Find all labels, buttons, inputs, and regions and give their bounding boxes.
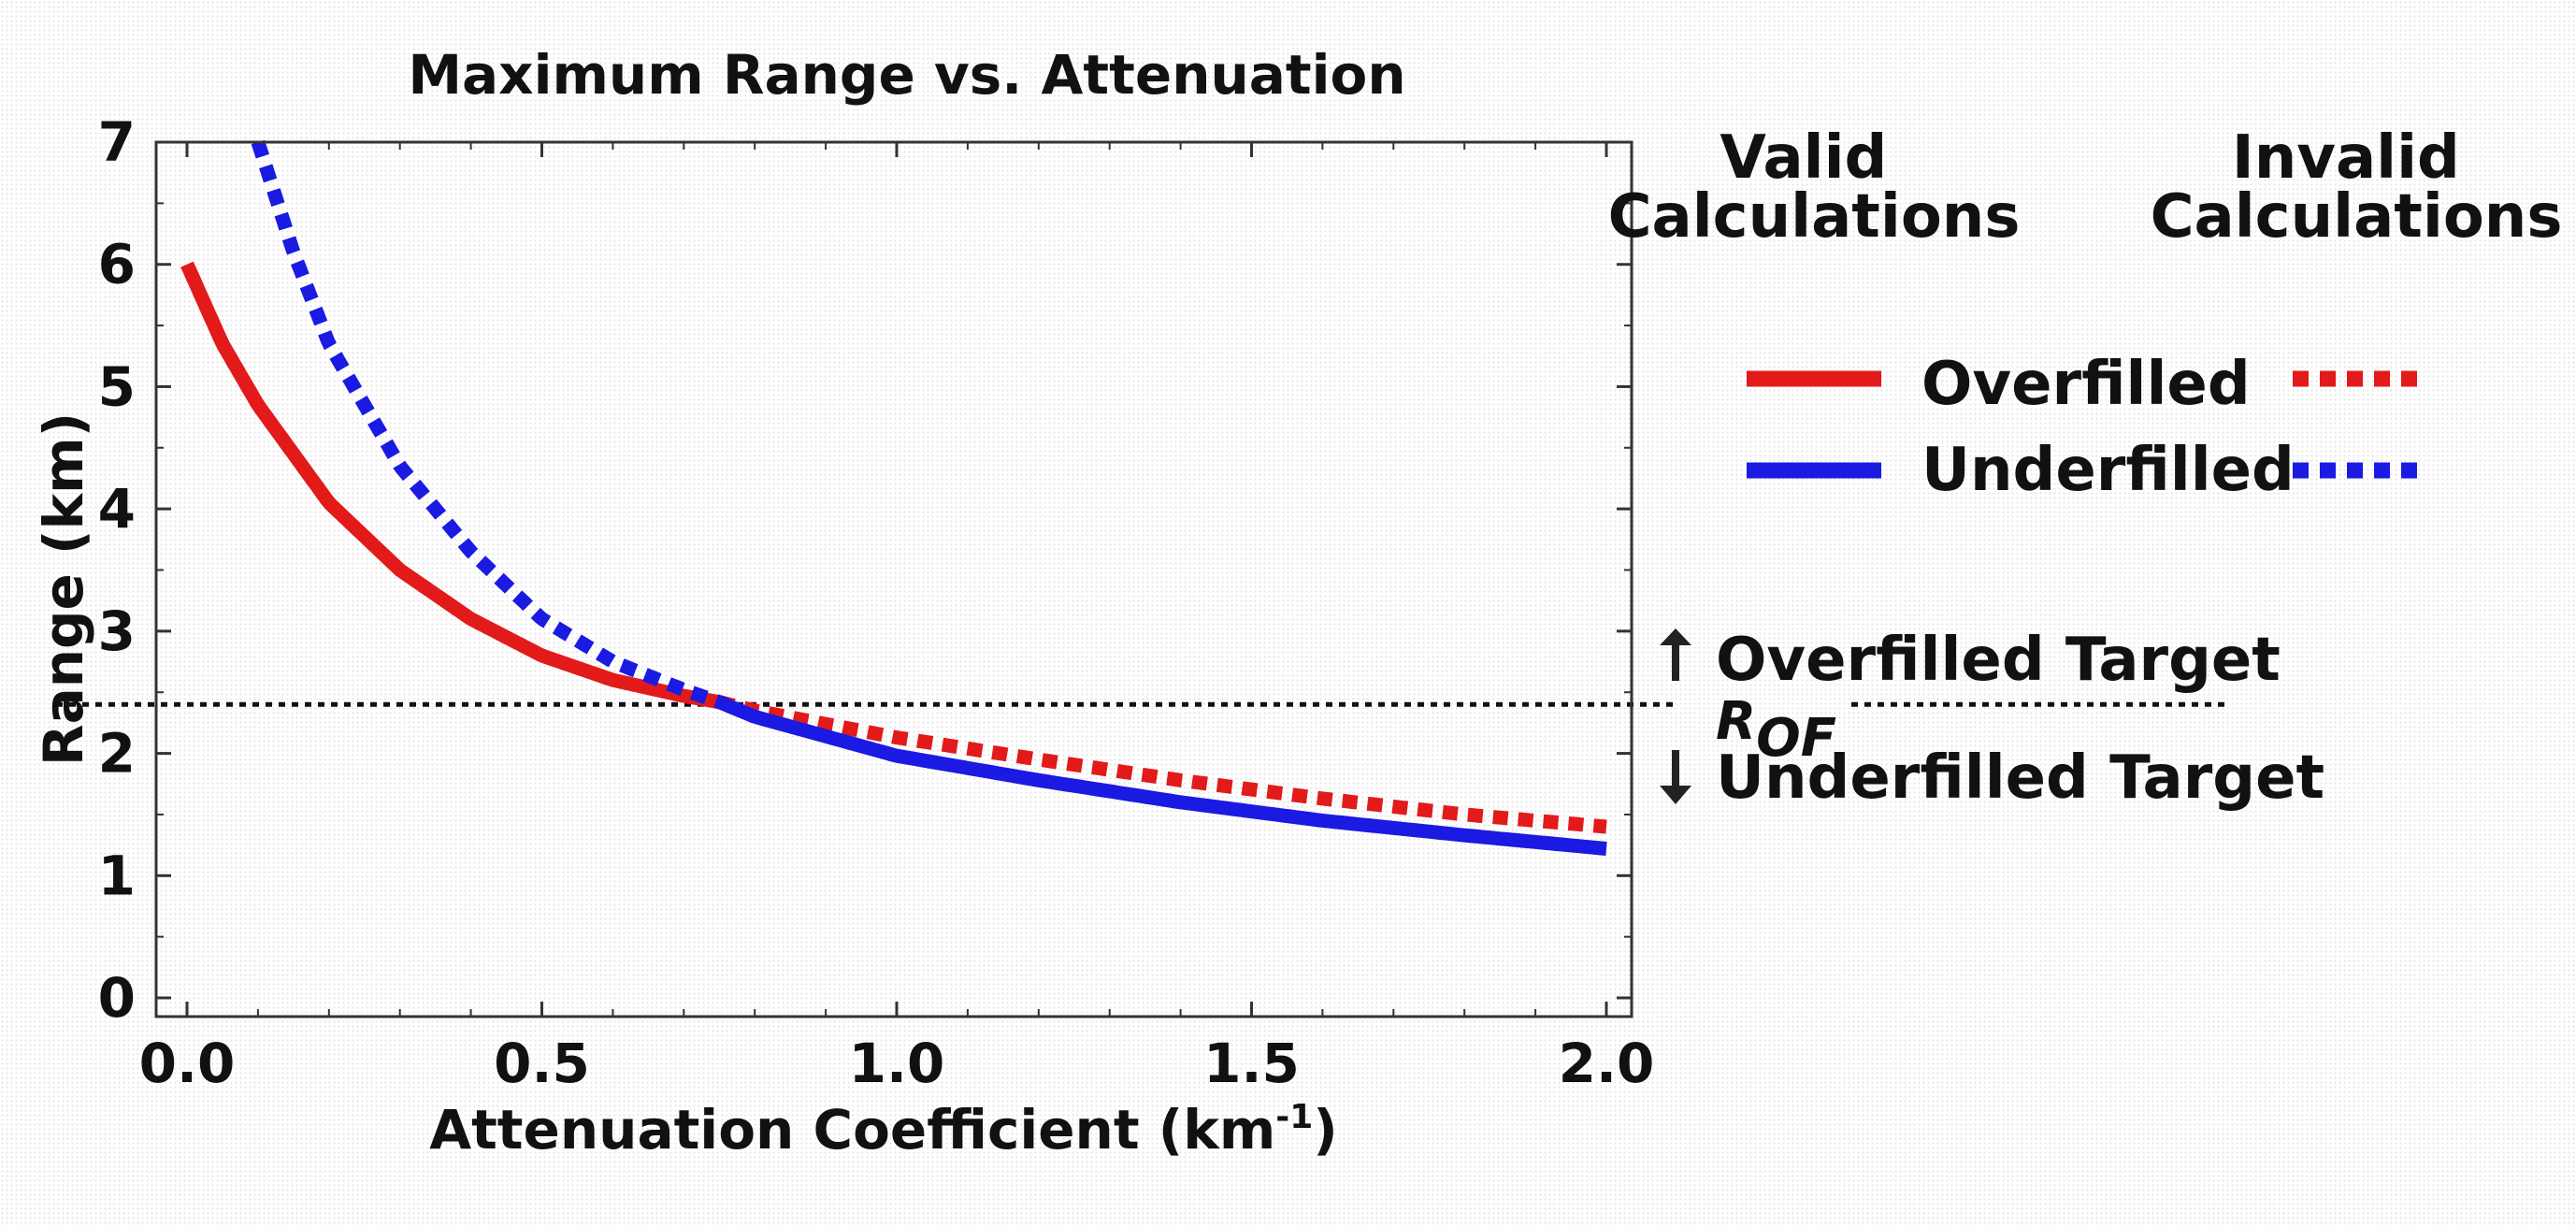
legend-invalid-header-line2: Calculations <box>2151 182 2563 252</box>
y-tick-label: 1 <box>98 844 136 907</box>
y-tick-label: 4 <box>98 477 136 541</box>
legend-underfilled-label: Underfilled <box>1921 436 2295 505</box>
region-annotations: Overfilled Target ROF Underfilled Target <box>1660 626 2324 813</box>
legend-invalid-header-line1: Invalid <box>2232 123 2460 193</box>
y-axis-label: Range (km) <box>32 412 95 766</box>
underfilled-valid-line <box>716 695 1607 856</box>
y-tick-label: 5 <box>98 354 136 418</box>
underfilled-target-annotation: Underfilled Target <box>1716 743 2324 813</box>
y-tick-label: 2 <box>98 722 136 786</box>
chart-title: Maximum Range vs. Attenuation <box>408 43 1405 107</box>
legend-valid-header: Valid Calculations <box>1608 123 2021 252</box>
reference-line-label-subscript: OF <box>1756 708 1836 769</box>
legend: Valid Calculations Invalid Calculations … <box>1608 123 2563 505</box>
overfilled-invalid-line <box>717 695 1607 834</box>
overfilled-valid-line <box>180 261 721 710</box>
y-tick-label: 0 <box>98 966 136 1030</box>
legend-valid-header-line1: Valid <box>1720 123 1887 193</box>
underfilled-invalid-line <box>251 139 722 709</box>
y-tick-label: 7 <box>98 110 136 174</box>
x-tick-label: 0.0 <box>139 1032 236 1095</box>
reference-line-label: ROF <box>1716 691 1836 769</box>
x-axis-label: Attenuation Coefficient (km-1) <box>429 1098 1338 1162</box>
x-tick-label: 2.0 <box>1559 1032 1655 1095</box>
axis-ticks: 0.0 0.5 1.0 1.5 2.0 0 1 2 3 4 5 6 7 <box>98 110 1655 1095</box>
x-tick-label: 1.5 <box>1203 1032 1300 1095</box>
y-tick-label: 6 <box>98 233 136 296</box>
x-axis-label-superscript: -1 <box>1275 1098 1313 1136</box>
legend-invalid-header: Invalid Calculations <box>2151 123 2563 252</box>
legend-valid-header-line2: Calculations <box>1608 182 2021 252</box>
y-tick-label: 3 <box>98 599 136 663</box>
x-axis-label-end: ) <box>1313 1098 1338 1162</box>
legend-overfilled-label: Overfilled <box>1921 350 2251 419</box>
x-tick-label: 1.0 <box>849 1032 945 1095</box>
reference-line-label-main: R <box>1716 691 1756 752</box>
arrow-up-icon <box>1660 628 1691 681</box>
x-axis-label-main: Attenuation Coefficient (km <box>429 1098 1275 1162</box>
series-group <box>180 139 1607 856</box>
plot-frame <box>154 140 1633 1018</box>
x-tick-label: 0.5 <box>494 1032 590 1095</box>
arrow-down-icon <box>1660 750 1691 804</box>
overfilled-target-annotation: Overfilled Target <box>1716 626 2281 695</box>
